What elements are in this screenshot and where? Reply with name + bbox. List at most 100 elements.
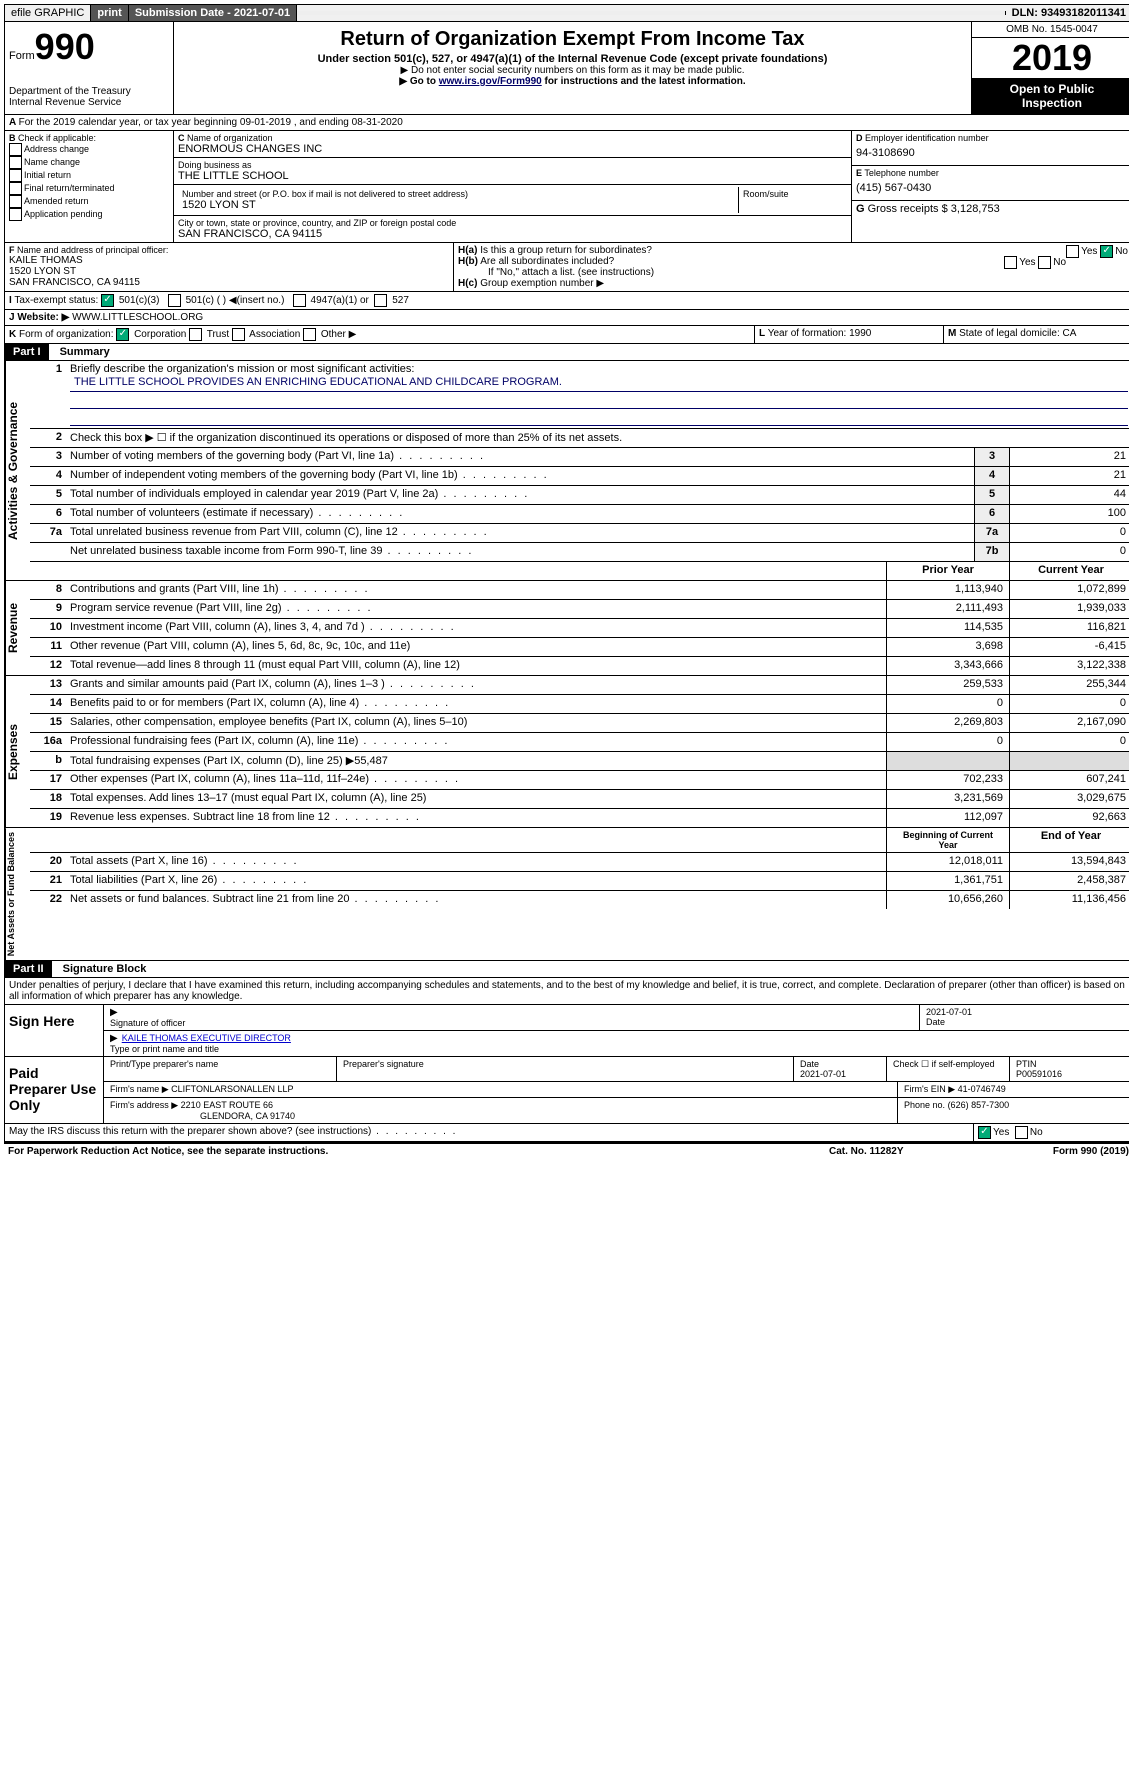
i-527: 527 (392, 295, 409, 306)
l8c: 1,072,899 (1009, 581, 1129, 599)
ptin-label: PTIN (1016, 1059, 1037, 1069)
officer-addr1: 1520 LYON ST (9, 266, 449, 277)
l11: Other revenue (Part VIII, column (A), li… (66, 638, 886, 656)
l12p: 3,343,666 (886, 657, 1009, 675)
cb-corp[interactable]: ✓ (116, 328, 129, 341)
cb-527[interactable] (374, 294, 387, 307)
opt-amended: Amended return (24, 196, 89, 206)
col-e: D Employer identification number 94-3108… (851, 131, 1129, 242)
part2-title: Signature Block (55, 961, 155, 977)
print-button[interactable]: print (91, 5, 128, 21)
l10c: 116,821 (1009, 619, 1129, 637)
l9c: 1,939,033 (1009, 600, 1129, 618)
row-j: J Website: ▶ WWW.LITTLESCHOOL.ORG (4, 310, 1129, 326)
cb-final[interactable] (9, 182, 22, 195)
section-expenses: Expenses 13Grants and similar amounts pa… (4, 676, 1129, 828)
discuss-text: May the IRS discuss this return with the… (5, 1124, 974, 1141)
cb-discuss-no[interactable] (1015, 1126, 1028, 1139)
l16b-shade1 (886, 752, 1009, 770)
opt-initial: Initial return (24, 170, 71, 180)
l17p: 702,233 (886, 771, 1009, 789)
col-b: B Check if applicable: Address change Na… (5, 131, 174, 242)
i-4947: 4947(a)(1) or (311, 295, 369, 306)
dept-treasury: Department of the Treasury (9, 86, 169, 97)
l7b: Net unrelated business taxable income fr… (66, 543, 974, 561)
officer-label: Name and address of principal officer: (17, 245, 168, 255)
cb-4947[interactable] (293, 294, 306, 307)
k-corp: Corporation (134, 329, 186, 340)
irs-link[interactable]: www.irs.gov/Form990 (439, 76, 542, 87)
l1-label: Briefly describe the organization's miss… (70, 363, 1128, 375)
l19p: 112,097 (886, 809, 1009, 827)
cb-501c[interactable] (168, 294, 181, 307)
l7av: 0 (1009, 524, 1129, 542)
firm-addr-label: Firm's address ▶ (110, 1100, 178, 1110)
cb-address[interactable] (9, 143, 22, 156)
paid-preparer-row: Paid Preparer Use Only Print/Type prepar… (4, 1057, 1129, 1124)
officer-name: KAILE THOMAS (9, 255, 449, 266)
cb-pending[interactable] (9, 208, 22, 221)
hc-text: Group exemption number ▶ (480, 278, 604, 289)
l16ap: 0 (886, 733, 1009, 751)
ein: 94-3108690 (856, 143, 1128, 163)
open-inspection: Open to Public Inspection (972, 78, 1129, 114)
section-netassets: Net Assets or Fund Balances Beginning of… (4, 828, 1129, 961)
entity-block: B Check if applicable: Address change Na… (4, 131, 1129, 243)
cb-other[interactable] (303, 328, 316, 341)
paid-preparer: Paid Preparer Use Only (5, 1057, 104, 1123)
cb-assoc[interactable] (232, 328, 245, 341)
cb-501c3[interactable]: ✓ (101, 294, 114, 307)
ha-no: No (1115, 246, 1128, 257)
prep-date: 2021-07-01 (800, 1069, 846, 1079)
firm-addr1: 2210 EAST ROUTE 66 (181, 1100, 273, 1110)
cb-trust[interactable] (189, 328, 202, 341)
b-label: Check if applicable: (18, 133, 96, 143)
part1-header: Part I Summary (4, 344, 1129, 361)
l5: Total number of individuals employed in … (66, 486, 974, 504)
part2-tag: Part II (5, 961, 52, 977)
col-begin: Beginning of Current Year (886, 828, 1009, 852)
l20c: 13,594,843 (1009, 853, 1129, 871)
city: SAN FRANCISCO, CA 94115 (178, 228, 847, 240)
l3v: 21 (1009, 448, 1129, 466)
l4: Number of independent voting members of … (66, 467, 974, 485)
cb-initial[interactable] (9, 169, 22, 182)
vlabel-gov: Activities & Governance (5, 361, 30, 580)
header-mid: Return of Organization Exempt From Incom… (174, 22, 971, 114)
tax-exempt-label: Tax-exempt status: (14, 295, 98, 306)
l21c: 2,458,387 (1009, 872, 1129, 890)
l14p: 0 (886, 695, 1009, 713)
cb-ha-yes[interactable] (1066, 245, 1079, 258)
ptin: P00591016 (1016, 1069, 1062, 1079)
form-no: 990 (35, 26, 95, 67)
part2-header: Part II Signature Block (4, 961, 1129, 978)
l12: Total revenue—add lines 8 through 11 (mu… (66, 657, 886, 675)
cb-hb-yes[interactable] (1004, 256, 1017, 269)
l6v: 100 (1009, 505, 1129, 523)
note-link: ▶ Go to www.irs.gov/Form990 for instruct… (182, 76, 963, 87)
l22c: 11,136,456 (1009, 891, 1129, 909)
c-name-label: Name of organization (187, 133, 273, 143)
l9: Program service revenue (Part VIII, line… (66, 600, 886, 618)
room-label: Room/suite (743, 189, 843, 199)
cb-name[interactable] (9, 156, 22, 169)
l11c: -6,415 (1009, 638, 1129, 656)
prep-sig-label: Preparer's signature (337, 1057, 794, 1081)
footer: For Paperwork Reduction Act Notice, see … (4, 1142, 1129, 1159)
l7bv: 0 (1009, 543, 1129, 561)
cb-discuss-yes[interactable]: ✓ (978, 1126, 991, 1139)
cb-ha-no[interactable]: ✓ (1100, 245, 1113, 258)
l19: Revenue less expenses. Subtract line 18 … (66, 809, 886, 827)
website: WWW.LITTLESCHOOL.ORG (72, 312, 203, 323)
prep-name-label: Print/Type preparer's name (104, 1057, 337, 1081)
l15p: 2,269,803 (886, 714, 1009, 732)
tel-label: Telephone number (864, 168, 939, 178)
tax-year: 2019 (972, 38, 1129, 78)
officer-typed-name[interactable]: KAILE THOMAS EXECUTIVE DIRECTOR (122, 1033, 291, 1043)
cb-amended[interactable] (9, 195, 22, 208)
cb-hb-no[interactable] (1038, 256, 1051, 269)
row-a: A For the 2019 calendar year, or tax yea… (4, 115, 1129, 131)
org-name: ENORMOUS CHANGES INC (178, 143, 847, 155)
form-subtitle: Under section 501(c), 527, or 4947(a)(1)… (182, 53, 963, 65)
l3: Number of voting members of the governin… (66, 448, 974, 466)
